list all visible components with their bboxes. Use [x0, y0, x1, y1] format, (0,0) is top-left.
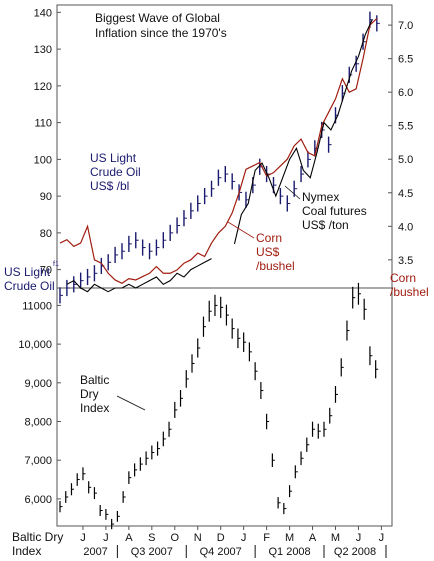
x-period-label: Q2 2008: [334, 546, 376, 558]
chart-title-line-1: Biggest Wave of Global: [95, 11, 220, 25]
bottom-axis-title-line-2: Index: [12, 544, 41, 558]
top-left-tick-label: 100: [34, 154, 52, 166]
x-month-label: F: [263, 532, 270, 544]
x-period-label: 2007: [83, 546, 107, 558]
baltic-label-pointer: [116, 395, 146, 411]
coal-label-line-2: Coal futures: [302, 204, 367, 218]
x-period-label: Q1 2008: [268, 546, 310, 558]
left-oil-label-line-2: Crude Oil: [4, 279, 55, 293]
bottom-left-tick-label: 8,000: [24, 417, 52, 429]
corn-label-pointer: [227, 221, 255, 239]
corn-label-line-2: US$: [256, 245, 280, 259]
corn-label-line-3: /bushel: [256, 259, 295, 273]
coal-line: [233, 19, 373, 245]
top-right-tick-label: 6.0: [398, 87, 413, 99]
top-left-tick-label: 90: [40, 191, 52, 203]
top-left-tick-label: 110: [34, 118, 52, 130]
series-layer: [59, 11, 380, 530]
x-month-label: M: [285, 532, 294, 544]
chart-title-line-2: Inflation since the 1970's: [95, 26, 227, 40]
x-month-label: J: [356, 532, 362, 544]
oil-label-line-3: US$ /bl: [90, 179, 129, 193]
x-month-label: A: [309, 532, 317, 544]
coal-label-line-1: Nymex: [302, 190, 339, 204]
top-panel-frame: [56, 4, 393, 289]
top-left-axis: 70 80 90 100 110 120 130 140: [34, 7, 61, 277]
top-right-tick-label: 5.0: [398, 154, 413, 166]
baltic-label-line-3: Index: [80, 401, 109, 415]
top-right-tick-label: 4.5: [398, 188, 413, 200]
left-oil-label-small: f1: [53, 261, 59, 268]
x-period-label: Q3 2007: [131, 546, 173, 558]
corn-label-line-1: Corn: [256, 231, 282, 245]
top-left-tick-label: 80: [40, 228, 52, 240]
coal-label-line-3: US$ /ton: [302, 218, 349, 232]
coal-label-pointer: [284, 185, 301, 200]
top-left-tick-label: 140: [34, 7, 52, 19]
x-month-label: J: [241, 532, 247, 544]
x-month-label: D: [217, 532, 225, 544]
bottom-panel-frame: [56, 287, 393, 527]
left-oil-label-line-1: US Light: [4, 265, 51, 279]
x-month-label: O: [171, 532, 180, 544]
x-month-label: J: [379, 532, 385, 544]
oil-label-line-2: Crude Oil: [90, 165, 141, 179]
coal-line: [66, 258, 212, 293]
top-right-tick-label: 7.0: [398, 20, 413, 32]
top-left-tick-label: 120: [34, 81, 52, 93]
oil-label-line-1: US Light: [90, 151, 137, 165]
bottom-left-tick-label: 9,000: [24, 378, 52, 390]
bottom-axis-title-line-1: Baltic Dry: [12, 530, 63, 544]
top-right-tick-label: 6.5: [398, 54, 413, 66]
x-month-label: J: [80, 532, 86, 544]
x-month-label: J: [103, 532, 109, 544]
bottom-left-tick-label: 11000: [22, 300, 52, 312]
x-month-label: N: [194, 532, 202, 544]
top-right-axis: 3.5 4.0 4.5 5.0 5.5 6.0 6.5 7.0: [388, 20, 413, 267]
bottom-left-tick-label: 6,000: [24, 494, 52, 506]
x-period-label: Q4 2007: [200, 546, 242, 558]
top-left-tick-label: 130: [34, 44, 52, 56]
top-left-tick-label: 70: [40, 265, 52, 277]
bottom-left-tick-label: 10,000: [18, 339, 52, 351]
bottom-left-axis: 6,000 7,000 8,000 9,000 10,000 11000: [18, 300, 61, 506]
x-month-label: M: [331, 532, 340, 544]
x-axis: J J A S O N D J F M A M J J 2007 Q3 2007 Q4 2007 Q1 2008 Q…: [80, 526, 387, 558]
bottom-left-tick-label: 7,000: [24, 455, 52, 467]
right-corn-label-line-2: /bushel: [390, 285, 429, 299]
top-right-tick-label: 5.5: [398, 121, 413, 133]
x-month-label: A: [125, 532, 133, 544]
x-month-label: S: [148, 532, 155, 544]
top-right-tick-label: 3.5: [398, 255, 413, 267]
baltic-label-line-2: Dry: [80, 387, 99, 401]
baltic-label-line-1: Baltic: [80, 373, 109, 387]
corn-line: [59, 17, 378, 284]
top-right-tick-label: 4.0: [398, 221, 413, 233]
right-corn-label-line-1: Corn: [390, 271, 416, 285]
